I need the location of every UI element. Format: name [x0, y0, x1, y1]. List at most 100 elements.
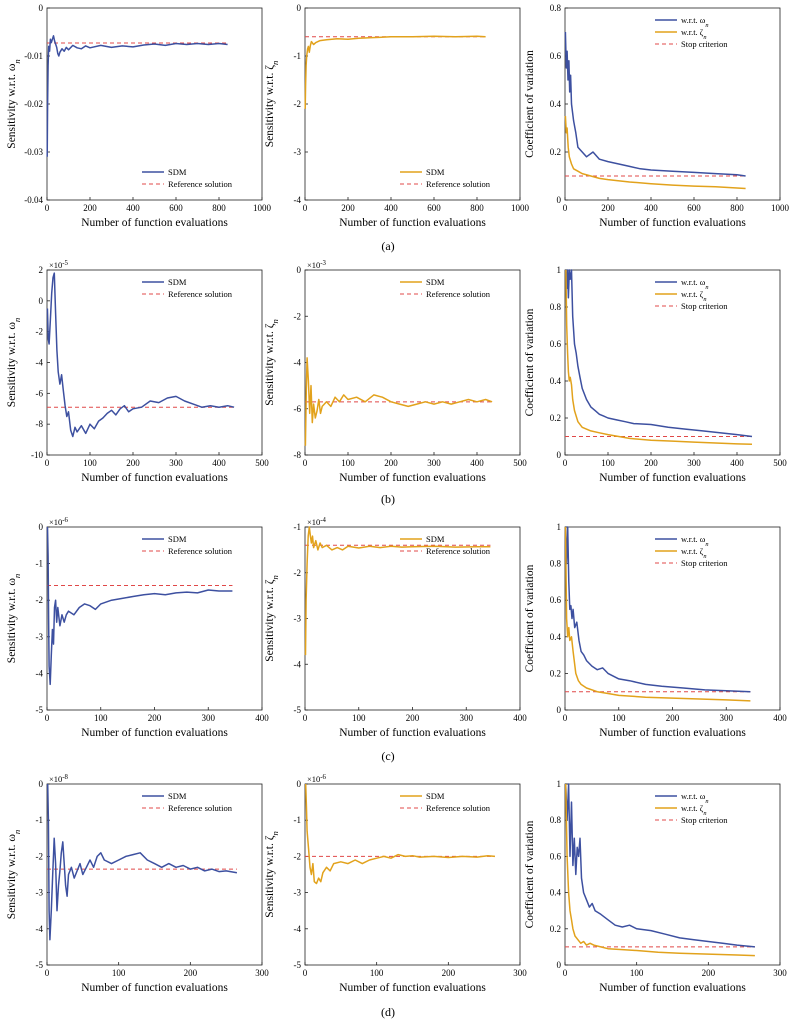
x-tick-label: 200: [644, 458, 658, 468]
x-tick-label: 500: [513, 458, 527, 468]
x-tick-label: 200: [384, 458, 398, 468]
y-axis-label: Sensitivity w.r.t. ωn: [6, 830, 22, 919]
y-axis-label: Sensitivity w.r.t. ζn: [264, 61, 280, 148]
y-tick-label: -4: [294, 924, 302, 934]
x-tick-label: 0: [303, 968, 308, 978]
x-tick-label: 500: [773, 458, 787, 468]
chart-panel-3: 0 100 200 300 400 500 -10 -8 -6 -4 -2 0 2 ×10-5 Number…: [6, 260, 269, 485]
x-axis-label: Number of function evaluations: [81, 982, 228, 994]
y-exponent-label: ×10-4: [307, 517, 327, 528]
y-tick-label: -3: [36, 632, 44, 642]
x-axis-label: Number of function evaluations: [339, 472, 486, 484]
y-tick-label: -4: [36, 358, 44, 368]
x-tick-label: 400: [126, 203, 140, 213]
caption-a: (a): [381, 239, 394, 253]
y-tick-label: -1: [294, 522, 302, 532]
y-tick-label: -6: [294, 404, 302, 414]
legend-label: SDM: [426, 534, 445, 544]
x-tick-label: 300: [460, 713, 474, 723]
y-tick-label: 0.4: [550, 888, 562, 898]
y-exponent-label: ×10-5: [49, 260, 69, 271]
y-tick-label: -1: [36, 559, 44, 569]
x-tick-label: 300: [687, 458, 701, 468]
y-tick-label: 0: [557, 450, 562, 460]
y-tick-label: 0: [557, 195, 562, 205]
y-tick-label: 0.6: [550, 51, 562, 61]
y-axis-label: Sensitivity w.r.t. ωn: [6, 59, 22, 148]
chart-panel-0: 0 200 400 600 800 1000 -0.04 -0.03 -0.02 -0.01 0 Nu…: [6, 3, 272, 229]
legend-label: SDM: [426, 277, 445, 287]
series-line-omega: [46, 526, 233, 686]
legend-label: w.r.t. ωn: [681, 277, 709, 291]
legend-label: w.r.t. ζn: [681, 546, 707, 560]
y-tick-label: 0: [39, 3, 44, 13]
y-axis-label: Coefficient of variation: [524, 820, 536, 928]
x-tick-label: 200: [442, 968, 456, 978]
legend-label: Stop criterion: [681, 558, 728, 568]
x-tick-label: 300: [255, 968, 269, 978]
legend-label: w.r.t. ωn: [681, 15, 709, 29]
x-tick-label: 400: [212, 458, 226, 468]
x-tick-label: 100: [112, 968, 126, 978]
legend-label: w.r.t. ζn: [681, 803, 707, 817]
y-exponent-label: ×10-3: [307, 260, 327, 271]
x-tick-label: 100: [352, 713, 366, 723]
x-tick-label: 100: [341, 458, 355, 468]
legend-label: Reference solution: [168, 289, 233, 299]
y-tick-label: -2: [294, 568, 302, 578]
axes-frame: [304, 783, 521, 966]
x-axis-label: Number of function evaluations: [81, 727, 228, 739]
y-tick-label: -1: [36, 815, 44, 825]
x-tick-label: 300: [202, 713, 216, 723]
x-tick-label: 200: [184, 968, 198, 978]
y-tick-label: -1: [294, 815, 302, 825]
y-tick-label: -2: [36, 851, 44, 861]
chart-panel-8: 0 100 200 300 400 0 0.2 0.4 0.6 0.8 1 Number of fun…: [524, 522, 787, 739]
x-axis-label: Number of function evaluations: [339, 727, 486, 739]
x-tick-label: 800: [730, 203, 744, 213]
x-tick-label: 500: [255, 458, 269, 468]
y-tick-label: -2: [294, 851, 302, 861]
y-axis-label: Sensitivity w.r.t. ζn: [264, 831, 280, 918]
y-axis-label: Coefficient of variation: [524, 564, 536, 672]
series-line-zeta: [304, 35, 486, 109]
y-axis-label: Sensitivity w.r.t. ωn: [6, 318, 22, 407]
y-tick-label: -6: [36, 388, 44, 398]
series-line-omega: [46, 783, 238, 941]
chart-panel-2: 0 200 400 600 800 1000 0 0.2 0.4 0.6 0.8 Number of …: [524, 3, 790, 229]
x-tick-label: 0: [563, 203, 568, 213]
x-tick-label: 200: [666, 713, 680, 723]
x-axis-label: Number of function evaluations: [339, 217, 486, 229]
y-tick-label: 0: [297, 265, 302, 275]
y-tick-label: -3: [36, 888, 44, 898]
y-tick-label: 0.8: [550, 815, 562, 825]
legend-label: SDM: [168, 167, 187, 177]
series-line-zeta: [565, 269, 753, 446]
legend-label: w.r.t. ωn: [681, 791, 709, 805]
y-tick-label: -0.01: [24, 51, 43, 61]
axes-frame: [564, 783, 781, 966]
x-tick-label: 0: [45, 458, 50, 468]
y-tick-label: 0: [39, 296, 44, 306]
y-tick-label: 0.6: [550, 339, 562, 349]
x-tick-label: 800: [470, 203, 484, 213]
x-tick-label: 400: [773, 713, 787, 723]
series-line-zeta: [304, 357, 493, 446]
x-tick-label: 400: [470, 458, 484, 468]
x-tick-label: 600: [427, 203, 441, 213]
y-tick-label: 1: [557, 522, 562, 532]
x-tick-label: 400: [384, 203, 398, 213]
legend-label: SDM: [168, 277, 187, 287]
legend-label: Reference solution: [168, 546, 233, 556]
y-axis-label: Coefficient of variation: [524, 308, 536, 416]
y-tick-label: 0.6: [550, 595, 562, 605]
x-tick-label: 0: [563, 713, 568, 723]
legend-label: Stop criterion: [681, 301, 728, 311]
x-tick-label: 200: [702, 968, 716, 978]
y-tick-label: 0.4: [550, 99, 562, 109]
series-line-omega: [565, 269, 753, 438]
x-tick-label: 0: [563, 458, 568, 468]
y-tick-label: -4: [294, 358, 302, 368]
y-tick-label: 0.8: [550, 3, 562, 13]
